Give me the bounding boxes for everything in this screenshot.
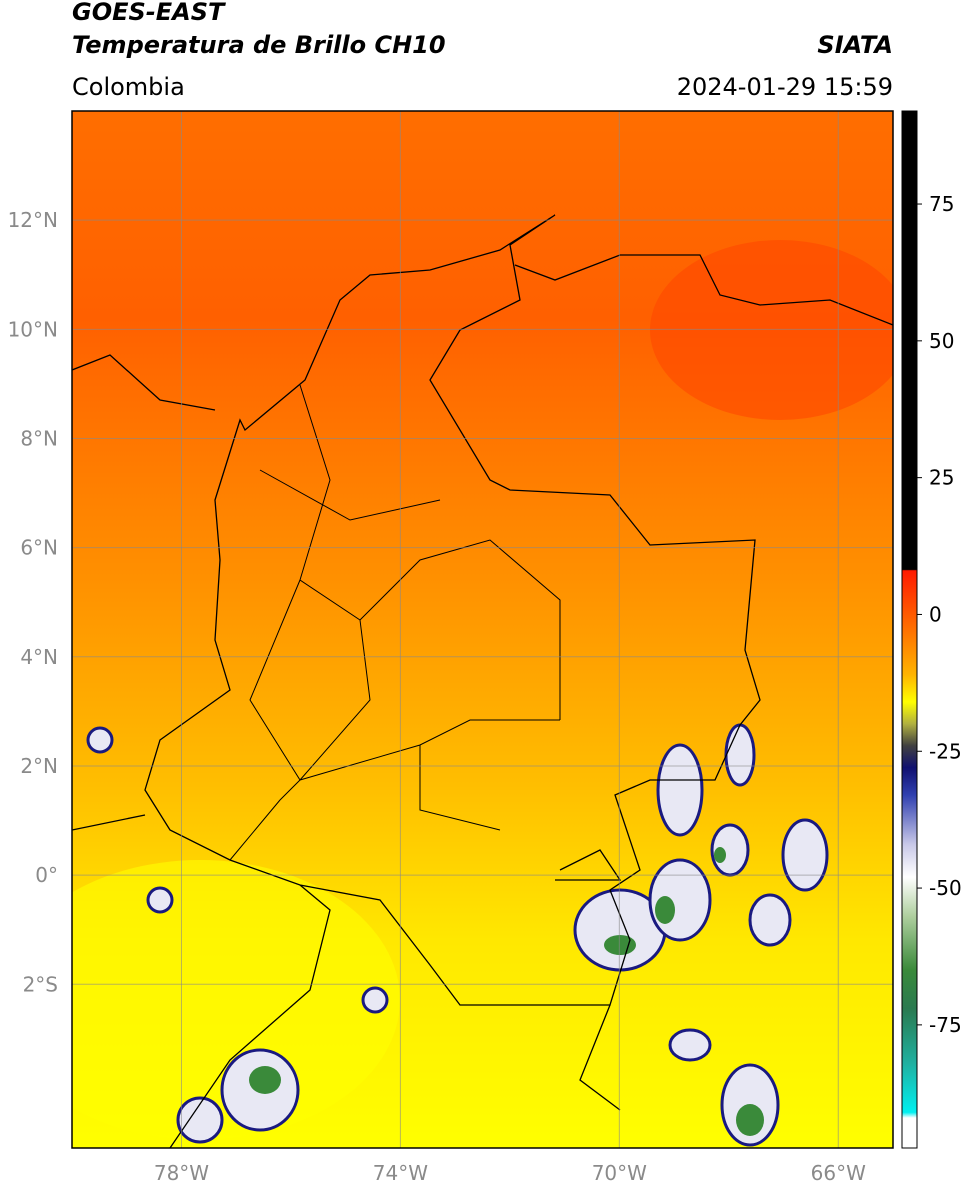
y-tick-label: 6°N — [20, 536, 58, 560]
y-tick-label: 0° — [35, 863, 58, 887]
map-frame — [71, 110, 894, 1149]
y-tick-label: 2°S — [23, 972, 58, 996]
colorbar-tick-label: -75 — [929, 1013, 962, 1037]
y-tick-label: 10°N — [8, 317, 58, 341]
colorbar — [901, 110, 918, 1149]
colorbar-tick-label: 0 — [929, 602, 942, 626]
product: Temperatura de Brillo CH10 — [72, 31, 446, 59]
datetime: 2024-01-29 15:59 — [677, 73, 893, 101]
y-tick-label: 2°N — [20, 754, 58, 778]
colorbar-tick-label: 75 — [929, 192, 954, 216]
source: SIATA — [817, 31, 893, 59]
region: Colombia — [72, 73, 185, 101]
satellite: GOES-EAST — [72, 0, 226, 26]
colorbar-tick-label: -50 — [929, 876, 962, 900]
map-image — [72, 111, 893, 1148]
x-tick-label: 78°W — [154, 1161, 209, 1185]
x-tick-label: 66°W — [811, 1161, 866, 1185]
y-tick-label: 4°N — [20, 645, 58, 669]
y-tick-label: 12°N — [8, 208, 58, 232]
colorbar-tick-label: 25 — [929, 466, 954, 490]
y-tick-label: 8°N — [20, 426, 58, 450]
x-tick-label: 70°W — [592, 1161, 647, 1185]
colorbar-tick-label: 50 — [929, 329, 954, 353]
grid — [72, 111, 893, 1148]
x-tick-label: 74°W — [373, 1161, 428, 1185]
colorbar-tick-label: -25 — [929, 739, 962, 763]
